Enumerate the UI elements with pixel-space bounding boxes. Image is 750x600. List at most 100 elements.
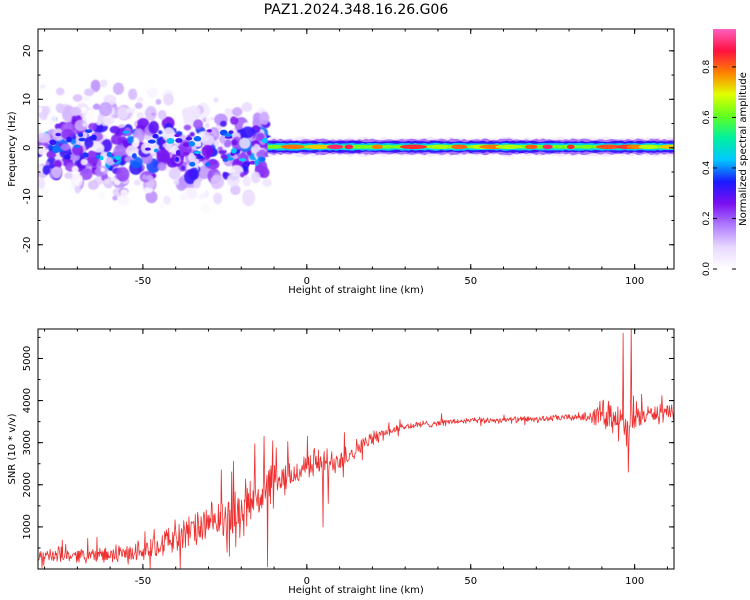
spectrogram-cell xyxy=(42,165,51,175)
spectrogram-cell xyxy=(130,107,136,114)
spectrogram-cell xyxy=(224,133,232,137)
x-tick-label: 50 xyxy=(464,276,477,287)
spectrogram-cell xyxy=(72,94,83,102)
x-tick-label: 100 xyxy=(625,576,644,587)
spectrogram-cell xyxy=(174,157,180,162)
signal-band-core xyxy=(371,144,383,150)
spectrogram-panel: -50 0 50 100 -20 -10 0 10 20 Height of straight… xyxy=(7,28,675,296)
spectrogram-cell xyxy=(259,111,270,125)
spectrogram-cell xyxy=(128,88,138,101)
spectrogram-cell xyxy=(98,102,113,117)
spectrogram-cell xyxy=(189,167,200,181)
signal-band-core xyxy=(399,144,428,150)
spectrogram-cell xyxy=(256,132,265,142)
spectrogram-frame xyxy=(37,28,675,270)
spectrogram-cell xyxy=(46,112,58,126)
spectrogram-cell xyxy=(82,122,87,127)
snr-x-axis: -50 0 50 100 xyxy=(44,329,668,587)
spectrogram-cell xyxy=(136,112,144,119)
spectrogram-cell xyxy=(100,79,108,88)
signal-band-core xyxy=(595,144,622,150)
spectrogram-x-label: Height of straight line (km) xyxy=(288,285,424,296)
spectrogram-cell xyxy=(66,136,72,143)
spectrogram-cell xyxy=(193,136,202,142)
colorbar-tick-label: 0.6 xyxy=(702,110,712,125)
spectrogram-cell xyxy=(240,126,255,138)
spectrogram-cell xyxy=(193,179,201,189)
colorbar-tick-label: 0.4 xyxy=(702,161,712,176)
colorbar-tick-label: 0.2 xyxy=(702,211,712,225)
spectrogram-cell xyxy=(198,155,204,159)
spectrogram-cell xyxy=(137,118,150,129)
y-tick-label: 2000 xyxy=(22,472,33,497)
spectrogram-cell xyxy=(198,165,211,180)
spectrogram-cell xyxy=(249,160,256,165)
y-tick-label: 0 xyxy=(22,145,33,151)
colorbar-label: Normalized spectral amplitude xyxy=(738,72,749,226)
spectrogram-cell xyxy=(227,157,234,161)
spectrogram-cell xyxy=(152,133,159,139)
y-tick-label: -10 xyxy=(22,188,33,204)
x-tick-label: -50 xyxy=(135,576,151,587)
spectrogram-cell xyxy=(74,119,88,132)
spectrogram-cell xyxy=(213,192,223,205)
spectrogram-cell xyxy=(250,171,261,184)
spectrogram-cell xyxy=(90,79,101,93)
spectrogram-cell xyxy=(64,154,71,160)
signal-band-core xyxy=(566,144,575,150)
spectrogram-cell xyxy=(98,191,106,200)
spectrogram-cell xyxy=(90,134,97,141)
spectrogram-cell xyxy=(203,190,210,198)
spectrogram-cell xyxy=(258,157,266,162)
signal-band-core xyxy=(344,144,354,150)
signal-band-core xyxy=(280,144,305,150)
spectrogram-cell xyxy=(117,106,129,120)
spectrogram-cell xyxy=(226,173,240,187)
spectrogram-cell xyxy=(254,160,259,166)
spectrogram-cell xyxy=(96,120,102,126)
spectrogram-cell xyxy=(226,153,231,158)
spectrogram-y-axis: -20 -10 0 10 20 xyxy=(22,44,674,270)
spectrogram-cell xyxy=(114,155,122,161)
spectrogram-cell xyxy=(70,106,82,117)
spectrogram-cell xyxy=(200,203,211,213)
signal-band-core xyxy=(451,144,468,150)
spectrogram-cell xyxy=(80,106,88,113)
spectrogram-cell xyxy=(112,82,124,95)
spectrogram-cell xyxy=(141,174,147,180)
spectrogram-cell xyxy=(174,133,180,138)
snr-line xyxy=(38,329,674,569)
spectrogram-cell xyxy=(145,190,158,204)
snr-marks xyxy=(38,329,674,569)
spectrogram-cell xyxy=(193,119,204,130)
spectrogram-cell xyxy=(38,178,46,189)
spectrogram-cell xyxy=(222,158,229,162)
spectrogram-cell xyxy=(92,143,105,153)
snr-y-axis: 1000 2000 3000 4000 5000 xyxy=(22,336,674,549)
spectrogram-cell xyxy=(38,165,44,174)
spectrogram-cell xyxy=(64,172,73,180)
spectrogram-cell xyxy=(106,151,113,158)
spectrogram-cell xyxy=(122,140,128,145)
spectrogram-cell xyxy=(88,122,98,131)
spectrogram-cell xyxy=(100,167,105,173)
spectrogram-cell xyxy=(48,144,53,150)
colorbar-tick-label: 0.0 xyxy=(702,262,712,277)
spectrogram-cell xyxy=(213,97,219,103)
spectrogram-cell xyxy=(183,142,190,147)
spectrogram-cell xyxy=(103,178,110,184)
spectrogram-cell xyxy=(144,147,151,151)
spectrogram-cell xyxy=(239,172,245,178)
colorbar-tick-label: 0.8 xyxy=(702,59,712,74)
spectrogram-cell xyxy=(231,107,243,117)
signal-band-core xyxy=(495,144,523,150)
spectrogram-cell xyxy=(49,139,57,146)
spectrogram-cell xyxy=(163,195,171,205)
spectrogram-cell xyxy=(155,98,162,105)
snr-frame xyxy=(37,328,675,570)
spectrogram-cell xyxy=(162,143,167,148)
spectrogram-cell xyxy=(38,106,43,114)
spectrogram-cell xyxy=(102,115,115,126)
spectrogram-cell xyxy=(231,139,238,146)
